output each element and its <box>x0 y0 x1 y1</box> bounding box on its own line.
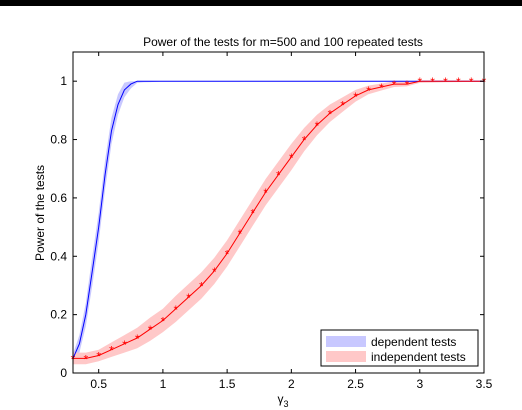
marker-independent-tests: * <box>238 227 243 241</box>
band-dependent-tests <box>73 81 484 363</box>
line-independent-tests <box>73 80 484 359</box>
plot-area-frame <box>72 51 485 374</box>
x-axis-label-main: γ <box>277 392 283 406</box>
marker-independent-tests: * <box>212 265 217 279</box>
x-tick-label: 1.5 <box>219 377 236 391</box>
y-tick-label: 0.4 <box>50 249 67 263</box>
marker-independent-tests: * <box>405 78 410 92</box>
chart-title: Power of the tests for m=500 and 100 rep… <box>143 35 423 49</box>
band-independent-tests <box>73 81 484 365</box>
marker-independent-tests: * <box>109 344 114 358</box>
marker-independent-tests: * <box>417 75 422 89</box>
marker-independent-tests: * <box>135 332 140 346</box>
marker-independent-tests: * <box>353 90 358 104</box>
y-axis-label: Power of the tests <box>33 165 47 261</box>
marker-independent-tests: * <box>122 338 127 352</box>
y-tick-label: 0 <box>60 366 67 380</box>
x-tick-label: 2 <box>288 377 295 391</box>
marker-independent-tests: * <box>199 280 204 294</box>
x-axis-label-subscript: 3 <box>283 399 288 409</box>
plot-layers: * * * * * ****************** * * * * * * * * * * <box>71 75 487 366</box>
y-tick-label: 1 <box>60 74 67 88</box>
legend-label-independent: independent tests <box>371 350 466 364</box>
x-tick-label: 3 <box>416 377 423 391</box>
x-tick-label: 0.5 <box>90 377 107 391</box>
marker-independent-tests: * <box>96 350 101 364</box>
line-dependent-tests <box>72 80 484 359</box>
marker-independent-tests: * <box>276 169 281 183</box>
marker-independent-tests: * <box>289 151 294 165</box>
marker-independent-tests: * <box>302 134 307 148</box>
marker-independent-tests: * <box>443 75 448 89</box>
marker-independent-tests: * <box>83 352 88 366</box>
marker-independent-tests: * <box>379 81 384 95</box>
legend-label-dependent: dependent tests <box>371 335 456 349</box>
y-tick-label: 0.2 <box>50 308 67 322</box>
marker-independent-tests: * <box>392 78 397 92</box>
marker-independent-tests: * <box>148 323 153 337</box>
marker-independent-tests: * <box>430 75 435 89</box>
marker-independent-tests: * <box>161 315 166 329</box>
x-tick-label: 2.5 <box>347 377 364 391</box>
marker-independent-tests: * <box>250 207 255 221</box>
marker-independent-tests: * <box>340 99 345 113</box>
legend-swatch-independent <box>326 351 366 362</box>
marker-independent-tests: * <box>366 84 371 98</box>
legend-swatch-dependent <box>326 336 366 347</box>
y-tick-label: 0.6 <box>50 191 67 205</box>
marker-independent-tests: * <box>469 75 474 89</box>
x-tick-label: 3.5 <box>476 377 493 391</box>
marker-independent-tests: * <box>315 119 320 133</box>
marker-independent-tests: * <box>225 247 230 261</box>
x-axis-ticks: 0.5 1 1.5 2 2.5 3 3.5 <box>90 52 493 391</box>
marker-independent-tests: * <box>328 107 333 121</box>
y-tick-label: 0.8 <box>50 133 67 147</box>
marker-independent-tests: * <box>173 303 178 317</box>
legend: dependent tests independent tests <box>320 329 479 367</box>
window-top-border <box>0 0 522 6</box>
x-axis-label: γ3 <box>277 392 288 409</box>
marker-independent-tests: * <box>456 75 461 89</box>
y-axis-ticks: 0 0.2 0.4 0.6 0.8 1 <box>50 74 484 380</box>
marker-independent-tests: * <box>186 291 191 305</box>
x-tick-label: 1 <box>160 377 167 391</box>
marker-independent-tests: * <box>263 186 268 200</box>
